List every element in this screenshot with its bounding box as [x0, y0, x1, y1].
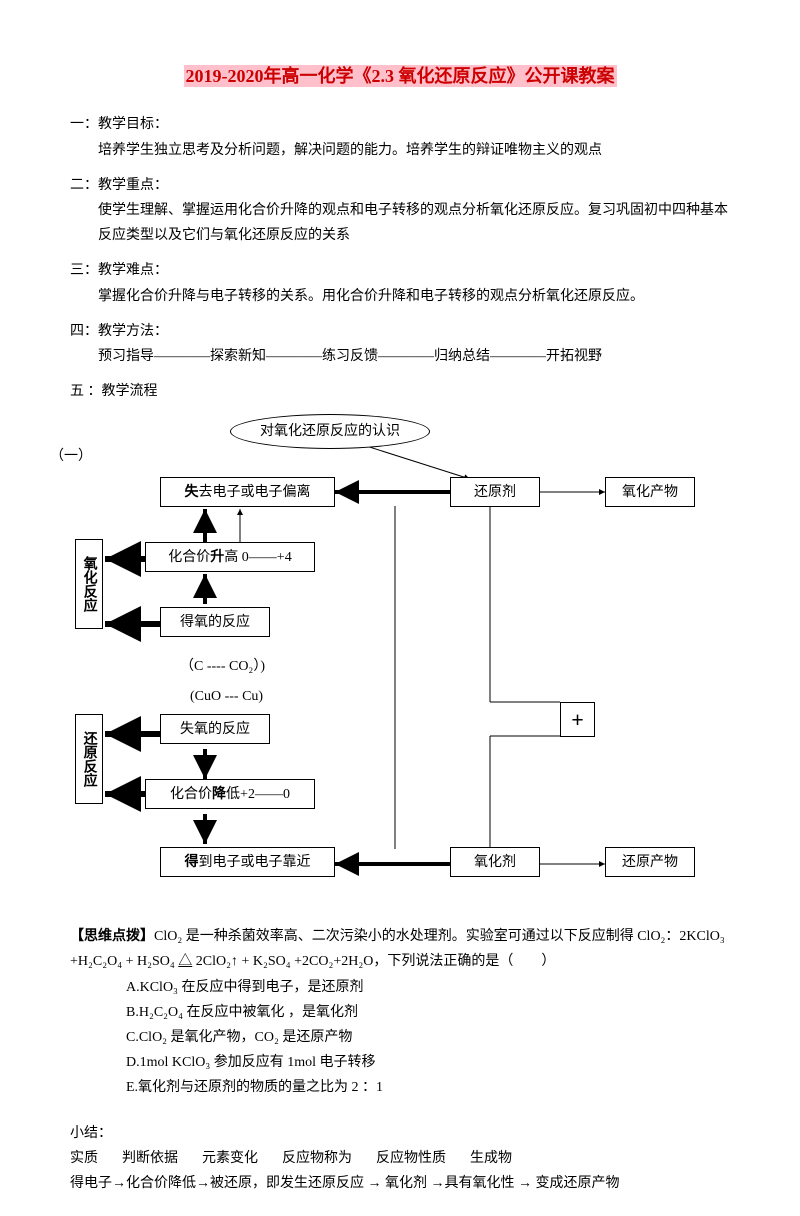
section-1: 一：教学目标： 培养学生独立思考及分析问题，解决问题的能力。培养学生的辩证唯物主… [70, 112, 730, 162]
plus-box: + [560, 702, 595, 737]
box-oxidizer: 氧化剂 [450, 847, 540, 877]
section-3: 三：教学难点： 掌握化合价升降与电子转移的关系。用化合价升降和电子转移的观点分析… [70, 258, 730, 308]
oval-recognition: 对氧化还原反应的认识 [230, 414, 430, 449]
sh1: 实质 [70, 1146, 98, 1171]
gain-e-rest: 到电子或电子靠近 [199, 855, 311, 870]
s2-body: 使学生理解、掌握运用化合价升降的观点和电子转移的观点分析氧化还原反应。复习巩固初… [98, 198, 730, 248]
s1-label: 一：教学目标： [70, 112, 730, 137]
ex1: （C ---- CO₂）) [180, 654, 265, 679]
vbox-red-reaction: 还原反应 [75, 714, 103, 804]
box-lose-o: 失氧的反应 [160, 714, 270, 744]
s4-label: 四：教学方法： [70, 319, 730, 344]
box-valence-down: 化合价降低+2——0 [145, 779, 315, 809]
q-tri: △ [178, 954, 192, 969]
opt-e: E.氧化剂与还原剂的物质的量之比为 2 ：1 [126, 1075, 730, 1100]
summary-headers: 实质 判断依据 元素变化 反应物称为 反应物性质 生成物 [70, 1146, 730, 1171]
box-gain-e: 得到电子或电子靠近 [160, 847, 335, 877]
summary-label: 小结： [70, 1121, 730, 1146]
sh6: 生成物 [470, 1146, 512, 1171]
up-bold: 升 [210, 550, 224, 565]
options: A.KClO₃ 在反应中得到电子，是还原剂 B.H₂C₂O₄ 在反应中被氧化 ，… [126, 975, 730, 1101]
title-text: 2019-2020年高一化学《2.3 氧化还原反应》公开课教案 [184, 65, 617, 87]
sh2: 判断依据 [122, 1146, 178, 1171]
section-5: 五 ：教学流程 [70, 379, 730, 404]
section-4: 四：教学方法： 预习指导————探索新知————练习反馈————归纳总结————… [70, 319, 730, 369]
opt-c: C.ClO₂ 是氧化产物，CO₂ 是还原产物 [126, 1025, 730, 1050]
q-text2: 2ClO₂↑ + K₂SO₄ +2CO₂+2H₂O，下列说法正确的是（ ） [192, 954, 555, 969]
vbox-ox-reaction: 氧化反应 [75, 539, 103, 629]
opt-a: A.KClO₃ 在反应中得到电子，是还原剂 [126, 975, 730, 1000]
ex2: (CuO --- Cu) [190, 684, 263, 709]
s3-label: 三：教学难点： [70, 258, 730, 283]
s2-label: 二：教学重点： [70, 173, 730, 198]
box-valence-up: 化合价升高 0——+4 [145, 542, 315, 572]
lose-bold: 失 [185, 485, 199, 500]
opt-d: D.1mol KClO₃ 参加反应有 1mol 电子转移 [126, 1050, 730, 1075]
box-gain-o: 得氧的反应 [160, 607, 270, 637]
s1-body: 培养学生独立思考及分析问题，解决问题的能力。培养学生的辩证唯物主义的观点 [98, 138, 730, 163]
lose-e-rest: 去电子或电子偏离 [199, 485, 311, 500]
sh5: 反应物性质 [376, 1146, 446, 1171]
sub-label: （一） [50, 444, 92, 469]
gain-bold: 得 [185, 855, 199, 870]
q-label: 【思维点拨】 [70, 929, 154, 944]
box-red-product: 还原产物 [605, 847, 695, 877]
page-title: 2019-2020年高一化学《2.3 氧化还原反应》公开课教案 [70, 60, 730, 92]
summary-line1: 得电子→化合价降低→被还原，即发生还原反应 → 氧化剂 →具有氧化性 → 变成还… [70, 1171, 730, 1196]
box-lose-e: 失去电子或电子偏离 [160, 477, 335, 507]
s5-label: 五 ：教学流程 [70, 379, 730, 404]
section-2: 二：教学重点： 使学生理解、掌握运用化合价升降的观点和电子转移的观点分析氧化还原… [70, 173, 730, 249]
box-reducer: 还原剂 [450, 477, 540, 507]
sh3: 元素变化 [202, 1146, 258, 1171]
s4-body: 预习指导————探索新知————练习反馈————归纳总结————开拓视野 [98, 344, 730, 369]
box-ox-product: 氧化产物 [605, 477, 695, 507]
s3-body: 掌握化合价升降与电子转移的关系。用化合价升降和电子转移的观点分析氧化还原反应。 [98, 284, 730, 309]
thinking-question: 【思维点拨】ClO₂ 是一种杀菌效率高、二次污染小的水处理剂。实验室可通过以下反… [70, 924, 730, 1100]
flowchart: （一） 对氧化还原反应的认识 失去电子或电子偏离 化合价升高 0——+4 得氧的… [50, 414, 710, 914]
down-bold: 降 [212, 787, 226, 802]
opt-b: B.H₂C₂O₄ 在反应中被氧化 ，是氧化剂 [126, 1000, 730, 1025]
sh4: 反应物称为 [282, 1146, 352, 1171]
